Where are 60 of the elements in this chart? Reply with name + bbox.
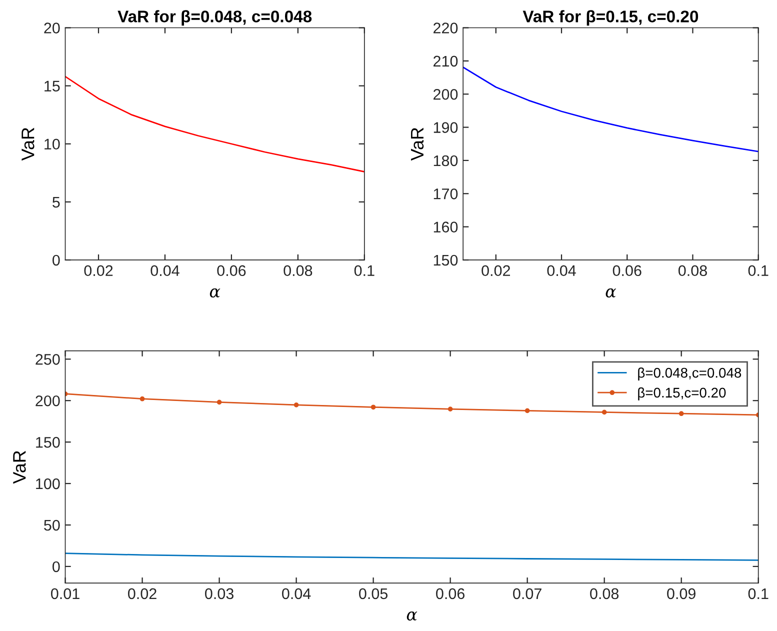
x-tick-label: 0.05 [359,588,388,600]
y-tick-label: 190 [434,122,458,133]
point [216,400,222,405]
point [602,410,607,415]
y-axis-title: VaR [411,128,424,161]
chart-title: VaR for β=0.048, c=0.048 [118,10,312,26]
x-tick-label: 0.01 [51,588,80,600]
y-tick-label: 220 [434,22,458,34]
x-tick-label: 0.02 [128,588,156,600]
x-axis-title: α [406,611,418,621]
y-tick-label: 150 [36,436,60,448]
y-tick-label: 170 [434,188,458,200]
point [140,396,145,402]
x-tick-label: 0.02 [482,265,510,276]
y-tick-label: 160 [434,222,458,232]
y-tick-label: 20 [44,22,60,34]
x-tick-label: 0.06 [217,265,246,276]
y-tick-label: 5 [52,196,60,208]
point [370,404,376,410]
x-tick-label: 0.1 [354,265,374,276]
x-tick-label: 0.02 [84,265,113,276]
chart-title: VaR for β=0.15, c=0.20 [522,10,698,26]
y-axis-title: VaR [22,128,34,161]
y-tick-label: 50 [44,520,60,531]
y-tick-label: 250 [36,354,60,365]
x-tick-label: 0.04 [282,588,311,600]
x-tick-label: 0.09 [667,588,696,600]
x-tick-label: 0.08 [678,265,707,276]
x-tick-label: 0.1 [748,588,768,600]
x-tick-label: 0.03 [205,588,234,600]
y-tick-label: 200 [434,88,458,100]
point [524,408,530,414]
y-tick-label: 100 [36,478,60,490]
y-tick-label: 150 [434,254,458,266]
y-axis-title: VaR [13,450,26,484]
y-tick-label: 0 [52,561,60,572]
x-axis-title: α [210,288,220,298]
y-tick-label: 180 [434,155,458,166]
x-tick-label: 0.1 [748,265,768,276]
x-tick-label: 0.08 [284,265,312,276]
x-tick-label: 0.04 [150,265,180,276]
line-series [65,76,364,172]
point [448,406,453,412]
line-series [463,66,758,152]
x-tick-label: 0.06 [612,265,642,276]
y-tick-label: 200 [36,395,60,406]
point [678,411,684,416]
y-tick-label: 210 [434,56,458,67]
line-series [65,552,758,561]
x-tick-label: 0.07 [513,588,542,600]
legend-label: β=0.15,c=0.20 [638,387,726,400]
point [294,402,299,408]
legend-label: β=0.048,c=0.048 [638,368,742,380]
y-tick-label: 15 [44,80,60,92]
x-tick-label: 0.06 [436,588,465,600]
x-axis-title: α [606,288,616,298]
x-tick-label: 0.08 [590,588,619,600]
y-tick-label: 10 [44,138,60,150]
y-tick-label: 0 [52,254,60,266]
x-tick-label: 0.04 [547,265,576,276]
